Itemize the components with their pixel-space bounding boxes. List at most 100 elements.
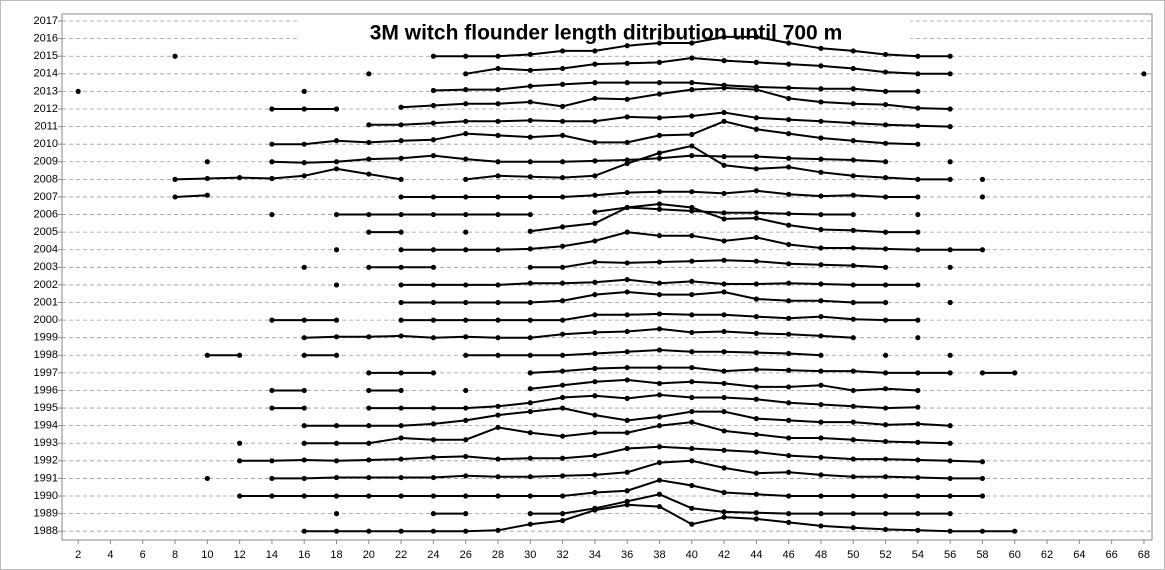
point [398, 104, 404, 110]
point [592, 238, 598, 244]
point [301, 387, 307, 394]
point [786, 261, 792, 267]
point [818, 63, 824, 69]
point [786, 40, 792, 46]
point [75, 88, 81, 95]
point [301, 335, 307, 341]
point [689, 364, 695, 371]
point [624, 204, 630, 211]
point [947, 53, 953, 59]
point [979, 176, 986, 182]
point [850, 65, 856, 72]
point [882, 405, 889, 411]
point [592, 209, 598, 215]
point [301, 264, 307, 270]
point [495, 493, 501, 499]
point [915, 141, 921, 147]
point [915, 229, 921, 235]
point [947, 458, 953, 464]
point [237, 440, 243, 446]
point [463, 156, 469, 162]
point [463, 131, 469, 137]
point [333, 138, 340, 144]
point [689, 113, 695, 119]
point [947, 370, 953, 376]
point [301, 317, 307, 323]
point [786, 519, 792, 526]
x-tick-label: 8 [172, 549, 178, 561]
point [818, 135, 824, 141]
point [689, 87, 695, 93]
y-tick-label: 1991 [34, 472, 58, 484]
point [753, 366, 759, 372]
point [463, 229, 469, 235]
point [592, 158, 598, 164]
point [430, 528, 437, 534]
point [527, 352, 533, 358]
point [850, 437, 856, 443]
point [882, 386, 889, 392]
point [915, 194, 921, 200]
point [947, 475, 953, 482]
x-tick-label: 4 [107, 549, 113, 561]
y-tick-label: 1995 [34, 402, 58, 414]
point [333, 511, 340, 517]
point [689, 189, 695, 195]
point [398, 122, 404, 128]
point [430, 299, 437, 306]
y-tick-label: 2012 [34, 103, 58, 115]
point [592, 291, 598, 298]
point [430, 405, 437, 411]
point [527, 474, 533, 480]
point [398, 211, 404, 218]
point [527, 159, 533, 165]
x-tick-label: 6 [140, 549, 146, 561]
point [495, 173, 501, 179]
point [463, 71, 469, 77]
point [947, 528, 953, 534]
point [366, 474, 372, 481]
point [301, 405, 307, 411]
point [301, 457, 307, 463]
point [786, 280, 792, 286]
point [915, 474, 921, 481]
point [850, 387, 856, 394]
point [495, 424, 501, 431]
point [527, 455, 533, 461]
point [463, 87, 469, 93]
point [366, 211, 372, 218]
point [947, 176, 953, 182]
point [430, 474, 437, 481]
point [398, 493, 404, 499]
point [463, 282, 469, 288]
point [753, 34, 759, 40]
point [430, 153, 437, 159]
point [979, 459, 986, 465]
point [269, 211, 275, 218]
point [882, 282, 889, 288]
series-line [239, 479, 983, 497]
point [947, 106, 953, 112]
point [527, 511, 533, 517]
point [559, 224, 566, 230]
point [398, 423, 404, 429]
point [527, 228, 533, 234]
point [818, 99, 824, 105]
point [818, 313, 824, 320]
point [559, 317, 566, 323]
point [430, 211, 437, 218]
point [753, 396, 759, 402]
point [721, 289, 727, 295]
point [333, 440, 340, 446]
y-tick-label: 2016 [34, 33, 58, 45]
point [656, 155, 663, 161]
grid: 1988 1989 1990 1991 1992 1993 1994 1995 1996 1997… [34, 15, 1152, 561]
point [333, 334, 340, 340]
point [882, 317, 889, 323]
point [624, 395, 630, 401]
point [172, 176, 178, 182]
point [527, 493, 533, 499]
y-tick-label: 2003 [34, 261, 58, 273]
point [592, 329, 598, 336]
